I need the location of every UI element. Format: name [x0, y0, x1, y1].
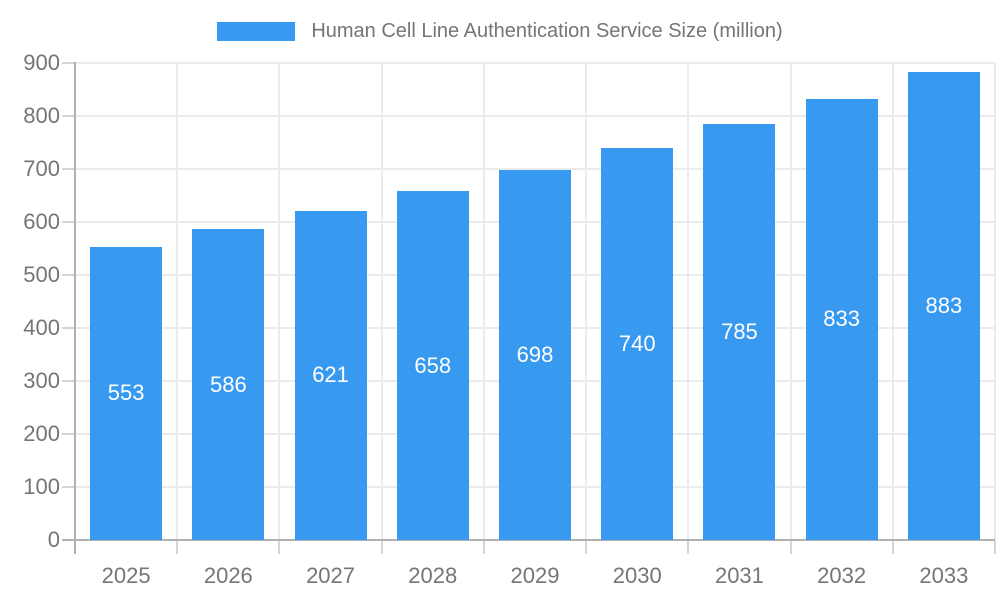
- bar-2027[interactable]: [294, 210, 367, 540]
- bar-2029[interactable]: [499, 170, 571, 540]
- x-axis-tick: [585, 541, 588, 554]
- legend-swatch-icon: [217, 21, 296, 41]
- y-axis-tick: [62, 274, 75, 276]
- y-axis-label: 600: [23, 209, 60, 234]
- gridline-horizontal: [75, 115, 995, 117]
- bar-2025[interactable]: [90, 246, 163, 540]
- bar-2028[interactable]: [396, 191, 469, 540]
- gridline-vertical: [687, 63, 690, 540]
- gridline-horizontal: [75, 168, 995, 170]
- y-axis-tick: [62, 62, 75, 64]
- chart-legend[interactable]: Human Cell Line Authentication Service S…: [0, 14, 1000, 48]
- x-axis-tick: [994, 541, 996, 554]
- gridline-vertical: [278, 63, 281, 540]
- x-axis-tick: [482, 541, 485, 554]
- gridline-vertical: [789, 63, 792, 540]
- bar-2031[interactable]: [703, 123, 776, 540]
- x-axis-label: 2032: [817, 563, 867, 588]
- x-axis-line: [62, 539, 995, 541]
- y-axis-tick: [62, 486, 75, 488]
- gridline-vertical: [585, 63, 588, 540]
- bar-2030[interactable]: [601, 147, 674, 540]
- y-axis-label: 100: [23, 474, 60, 499]
- x-axis-label: 2028: [408, 563, 458, 588]
- x-axis-tick: [380, 541, 383, 554]
- gridline-vertical: [891, 63, 894, 540]
- x-axis-label: 2025: [101, 563, 151, 588]
- y-axis-label: 500: [23, 262, 60, 287]
- y-axis-label: 300: [23, 368, 60, 393]
- y-axis-tick: [62, 221, 75, 223]
- x-axis-tick: [789, 541, 792, 554]
- y-axis-label: 0: [47, 527, 60, 552]
- y-axis-label: 800: [23, 103, 60, 128]
- x-axis-label: 2033: [919, 563, 969, 588]
- legend-label: Human Cell Line Authentication Service S…: [311, 19, 783, 42]
- x-axis-tick: [687, 541, 690, 554]
- y-axis-label: 900: [23, 50, 60, 75]
- gridline-vertical: [994, 63, 996, 540]
- x-axis-label: 2031: [714, 563, 764, 588]
- x-axis-label: 2026: [203, 563, 253, 588]
- gridline-horizontal: [75, 62, 995, 64]
- x-axis-tick: [278, 541, 281, 554]
- x-axis-label: 2030: [612, 563, 662, 588]
- x-axis-label: 2029: [510, 563, 560, 588]
- gridline-vertical: [176, 63, 179, 540]
- gridline-vertical: [380, 63, 383, 540]
- y-axis-label: 400: [23, 315, 60, 340]
- y-axis-label: 200: [23, 421, 60, 446]
- y-axis-tick: [62, 168, 75, 170]
- x-axis-tick: [891, 541, 894, 554]
- x-axis-label: 2027: [306, 563, 356, 588]
- gridline-vertical: [482, 63, 485, 540]
- bar-2033[interactable]: [907, 72, 980, 540]
- y-axis-tick: [62, 327, 75, 329]
- bar-2026[interactable]: [192, 229, 265, 540]
- y-axis-tick: [62, 115, 75, 117]
- y-axis-tick: [62, 433, 75, 435]
- y-axis-line: [74, 62, 76, 554]
- y-axis-label: 700: [23, 156, 60, 181]
- x-axis-tick: [176, 541, 179, 554]
- y-axis-tick: [62, 380, 75, 382]
- bar-2032[interactable]: [805, 98, 878, 540]
